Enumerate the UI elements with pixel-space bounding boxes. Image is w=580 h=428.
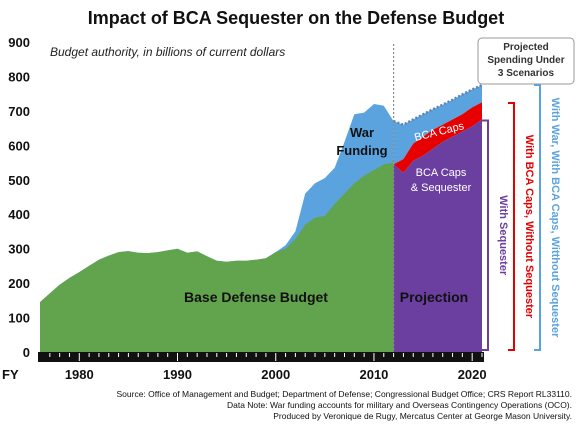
callout-line1: Projected	[503, 42, 549, 53]
sequester-area	[393, 119, 482, 352]
x-tick-2000: 2000	[261, 367, 290, 382]
footer-credit: Produced by Veronique de Rugy, Mercatus …	[273, 411, 572, 421]
callout-line3: 3 Scenarios	[498, 68, 555, 79]
bca-caps-area	[393, 102, 482, 173]
y-tick-900: 900	[8, 35, 30, 50]
y-tick-200: 200	[8, 276, 30, 291]
sequester-label-line2: & Sequester	[411, 182, 472, 194]
x-tick-1980: 1980	[65, 367, 94, 382]
war-projection-area	[393, 85, 482, 165]
war-funding-label-line2: Funding	[336, 143, 387, 158]
x-axis-bar	[38, 352, 484, 362]
x-tick-1990: 1990	[163, 367, 192, 382]
without-sequester-line	[393, 83, 483, 127]
footer-source: Source: Office of Management and Budget;…	[117, 389, 573, 399]
chart-areas	[40, 44, 483, 352]
with-sequester-label: With Sequester	[497, 195, 509, 276]
base-budget-label: Base Defense Budget	[184, 289, 328, 305]
y-tick-100: 100	[8, 311, 30, 326]
bca-no-sequester-label: With BCA Caps, Without Sequester	[523, 135, 535, 319]
x-tick-2020: 2020	[458, 367, 487, 382]
x-axis: FY 1980 1990 2000 2010 2020	[2, 352, 487, 382]
chart-subtitle: Budget authority, in billions of current…	[50, 45, 285, 59]
y-axis: 0 100 200 300 400 500 600 700 800 900	[8, 35, 30, 360]
callout-line2: Spending Under	[487, 55, 564, 66]
projection-label: Projection	[400, 289, 468, 305]
projection-callout: Projected Spending Under 3 Scenarios	[477, 37, 575, 85]
war-bca-no-sequester-label: With War, With BCA Caps, Witthout Seques…	[549, 98, 561, 338]
y-tick-500: 500	[8, 173, 30, 188]
y-tick-300: 300	[8, 242, 30, 257]
y-tick-0: 0	[23, 345, 30, 360]
x-tick-2010: 2010	[359, 367, 388, 382]
y-tick-600: 600	[8, 138, 30, 153]
war-funding-label-line1: War	[350, 125, 374, 140]
x-axis-prefix: FY	[2, 367, 19, 382]
base-budget-area	[40, 162, 394, 352]
with-sequester-bracket	[482, 119, 489, 351]
callout-box	[477, 37, 575, 85]
y-tick-400: 400	[8, 207, 30, 222]
y-tick-800: 800	[8, 69, 30, 84]
scenario-brackets: With Sequester With BCA Caps, Without Seq…	[482, 84, 561, 351]
bca-no-sequester-bracket	[508, 101, 515, 351]
chart-title: Impact of BCA Sequester on the Defense B…	[88, 8, 504, 28]
y-tick-700: 700	[8, 104, 30, 119]
sequester-label-line1: BCA Caps	[416, 167, 467, 179]
war-bca-no-sequester-bracket	[534, 84, 541, 351]
footer-data-note: Data Note: War funding accounts for mili…	[227, 400, 572, 410]
